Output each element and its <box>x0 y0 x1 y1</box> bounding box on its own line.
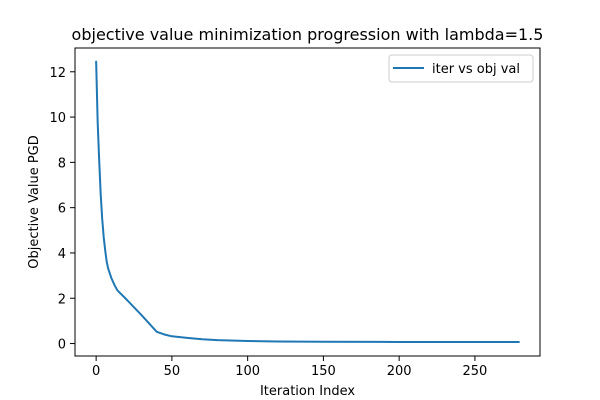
x-axis-ticks: 0 50 100 150 200 250 <box>92 356 487 379</box>
y-tick-label: 2 <box>58 292 66 307</box>
legend-label: iter vs obj val <box>432 62 520 77</box>
y-tick-label: 4 <box>58 247 66 262</box>
x-tick-label: 150 <box>311 364 336 379</box>
axes-frame <box>74 47 541 357</box>
x-tick-label: 250 <box>463 364 488 379</box>
y-tick-label: 6 <box>58 202 66 217</box>
x-axis-label: Iteration Index <box>260 384 355 399</box>
x-tick-label: 50 <box>164 364 181 379</box>
y-tick-label: 8 <box>58 156 66 171</box>
y-tick-label: 12 <box>49 66 66 81</box>
y-axis-ticks: 0 2 4 6 8 10 12 <box>49 66 75 353</box>
x-tick-label: 0 <box>92 364 100 379</box>
legend: iter vs obj val <box>388 54 534 83</box>
y-tick-label: 0 <box>58 338 66 353</box>
x-tick-label: 200 <box>387 364 412 379</box>
series-line <box>95 60 520 343</box>
x-tick-label: 100 <box>235 364 260 379</box>
plot-area: 0 50 100 150 200 250 0 2 4 6 8 10 12 <box>49 47 541 379</box>
chart-title: objective value minimization progression… <box>72 25 544 44</box>
y-axis-label: Objective Value PGD <box>27 135 42 269</box>
series-lines <box>95 60 520 343</box>
legend-box <box>388 54 534 83</box>
y-tick-label: 10 <box>49 111 66 126</box>
